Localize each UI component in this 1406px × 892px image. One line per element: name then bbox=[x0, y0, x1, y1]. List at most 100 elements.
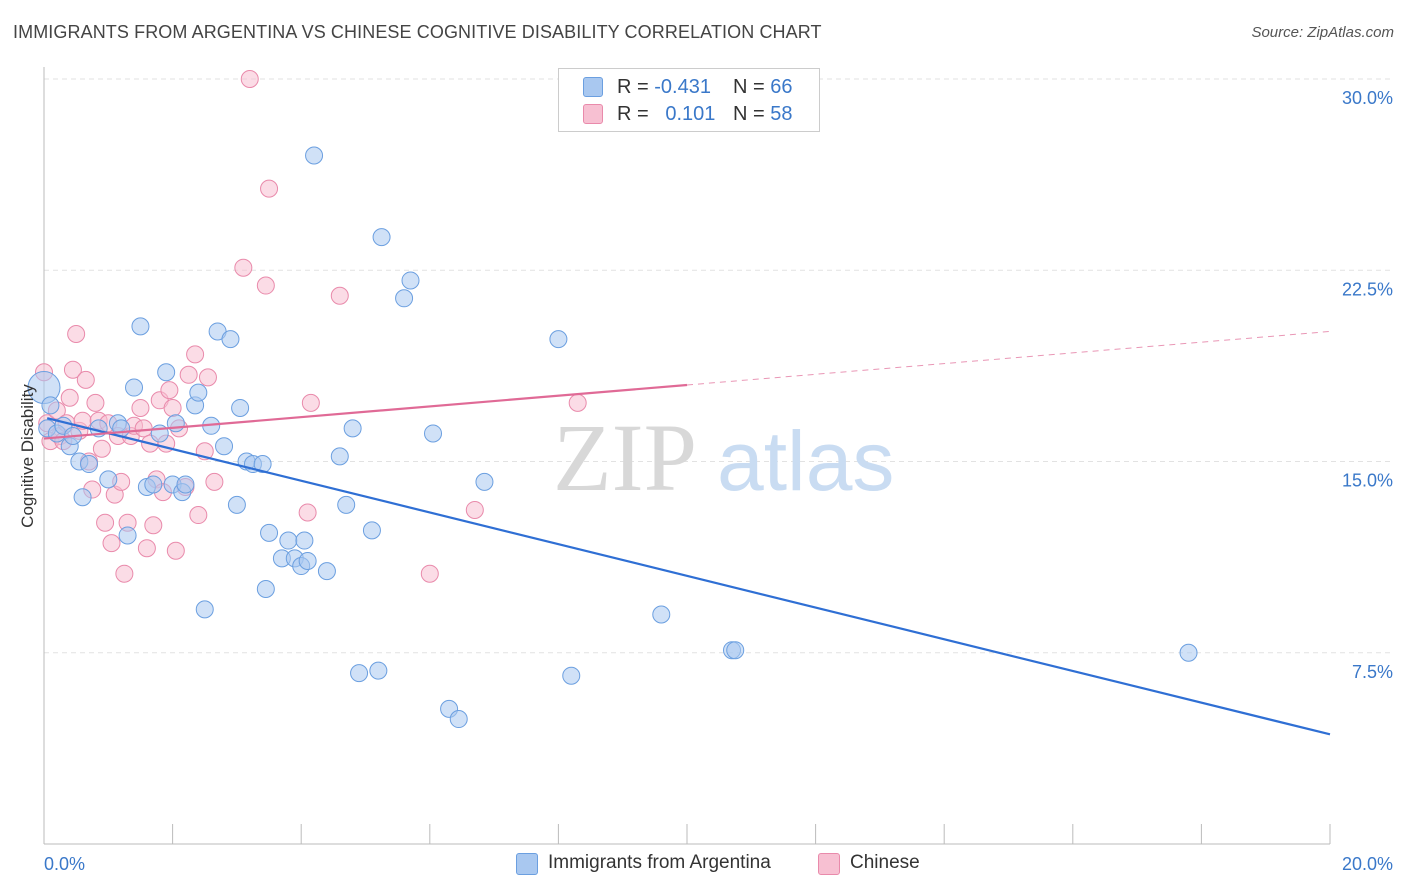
data-point-argentina bbox=[298, 551, 317, 570]
data-point-chinese bbox=[144, 516, 163, 535]
data-point-chinese bbox=[205, 472, 224, 491]
legend-n-chinese: N = 58 bbox=[733, 103, 793, 125]
data-point-argentina bbox=[343, 419, 362, 438]
data-point-argentina bbox=[253, 455, 272, 474]
chart-source: Source: ZipAtlas.com bbox=[1251, 24, 1394, 41]
y-tick-label: 15.0% bbox=[1342, 471, 1393, 491]
data-point-chinese bbox=[465, 500, 484, 519]
data-point-argentina bbox=[176, 475, 195, 494]
data-point-chinese bbox=[186, 345, 205, 364]
data-point-argentina bbox=[260, 523, 279, 542]
data-point-argentina bbox=[144, 475, 163, 494]
data-point-argentina bbox=[305, 146, 324, 165]
data-point-chinese bbox=[92, 439, 111, 458]
data-point-chinese bbox=[137, 539, 156, 558]
stats-legend: R = -0.431 N = 66 R = 0.101 N = 58 bbox=[558, 68, 820, 132]
data-point-chinese bbox=[134, 419, 153, 438]
data-point-argentina bbox=[41, 396, 60, 415]
data-point-argentina bbox=[99, 470, 118, 489]
data-point-argentina bbox=[189, 383, 208, 402]
data-point-chinese bbox=[189, 506, 208, 525]
data-point-argentina bbox=[73, 488, 92, 507]
chart-title: IMMIGRANTS FROM ARGENTINA VS CHINESE COG… bbox=[13, 22, 822, 42]
legend-swatch-chinese bbox=[583, 104, 603, 124]
data-point-argentina bbox=[350, 664, 369, 683]
data-point-chinese bbox=[86, 393, 105, 412]
axes bbox=[43, 67, 1331, 845]
data-points bbox=[27, 70, 1198, 729]
data-point-argentina bbox=[726, 641, 745, 660]
data-point-argentina bbox=[372, 228, 391, 247]
grid-lines bbox=[44, 78, 1392, 654]
data-point-chinese bbox=[163, 398, 182, 417]
data-point-argentina bbox=[652, 605, 671, 624]
data-point-argentina bbox=[131, 317, 150, 336]
data-point-argentina bbox=[475, 472, 494, 491]
y-tick-label: 30.0% bbox=[1342, 88, 1393, 108]
watermark-atlas: atlas bbox=[717, 414, 894, 508]
data-point-chinese bbox=[240, 70, 259, 88]
series-swatch-argentina bbox=[516, 853, 538, 875]
data-point-chinese bbox=[298, 503, 317, 522]
data-point-argentina bbox=[256, 580, 275, 598]
data-point-argentina bbox=[227, 495, 246, 514]
data-point-chinese bbox=[260, 179, 279, 198]
trend-line-chinese-extension bbox=[686, 330, 1331, 386]
data-point-argentina bbox=[449, 710, 468, 729]
trend-lines bbox=[43, 330, 1331, 736]
data-point-argentina bbox=[401, 271, 420, 290]
data-point-chinese bbox=[420, 564, 439, 583]
data-point-chinese bbox=[102, 534, 121, 553]
series-swatch-chinese bbox=[818, 853, 840, 875]
trend-line-argentina bbox=[46, 417, 1331, 736]
data-point-argentina bbox=[369, 661, 388, 680]
data-point-argentina bbox=[395, 289, 414, 308]
data-point-argentina bbox=[424, 424, 443, 443]
series-label-argentina: Immigrants from Argentina bbox=[548, 852, 771, 873]
data-point-argentina bbox=[317, 562, 336, 581]
x-tick-label-min: 0.0% bbox=[44, 854, 85, 874]
y-axis-label: Cognitive Disability bbox=[18, 384, 37, 528]
trend-line-chinese bbox=[43, 383, 688, 440]
watermark-zip: ZIP bbox=[553, 404, 697, 511]
data-point-argentina bbox=[562, 666, 581, 685]
x-tick-label-max: 20.0% bbox=[1342, 854, 1393, 874]
data-point-argentina bbox=[125, 378, 144, 397]
legend-r-chinese: R = 0.101 bbox=[617, 103, 716, 125]
data-point-chinese bbox=[568, 393, 587, 412]
data-point-argentina bbox=[221, 330, 240, 349]
data-point-chinese bbox=[330, 286, 349, 305]
data-point-argentina bbox=[195, 600, 214, 619]
y-tick-label: 22.5% bbox=[1342, 279, 1393, 299]
data-point-chinese bbox=[67, 325, 86, 343]
y-tick-labels: 7.5% 15.0% 22.5% 30.0% bbox=[1342, 88, 1393, 682]
data-point-chinese bbox=[256, 276, 275, 295]
series-legend: Immigrants from Argentina Chinese bbox=[0, 850, 1406, 878]
data-point-chinese bbox=[60, 388, 79, 407]
y-tick-label: 7.5% bbox=[1352, 662, 1393, 682]
data-point-chinese bbox=[301, 393, 320, 412]
data-point-chinese bbox=[115, 564, 134, 583]
legend-n-argentina: N = 66 bbox=[733, 76, 793, 98]
series-label-chinese: Chinese bbox=[850, 852, 920, 873]
data-point-argentina bbox=[80, 455, 99, 474]
data-point-argentina bbox=[295, 531, 314, 550]
data-point-argentina bbox=[118, 526, 137, 545]
data-point-chinese bbox=[166, 541, 185, 560]
data-point-chinese bbox=[96, 513, 115, 532]
data-point-chinese bbox=[234, 258, 253, 277]
data-point-chinese bbox=[160, 381, 179, 400]
data-point-argentina bbox=[549, 330, 568, 349]
data-point-argentina bbox=[337, 495, 356, 514]
data-point-argentina bbox=[157, 363, 176, 382]
data-point-chinese bbox=[76, 370, 95, 389]
legend-swatch-argentina bbox=[583, 77, 603, 97]
data-point-argentina bbox=[215, 437, 234, 456]
legend-r-argentina: R = -0.431 bbox=[617, 76, 711, 98]
data-point-argentina bbox=[362, 521, 381, 540]
data-point-chinese bbox=[131, 398, 150, 417]
data-point-argentina bbox=[1179, 643, 1198, 662]
data-point-chinese bbox=[198, 368, 217, 387]
data-point-chinese bbox=[179, 365, 198, 384]
